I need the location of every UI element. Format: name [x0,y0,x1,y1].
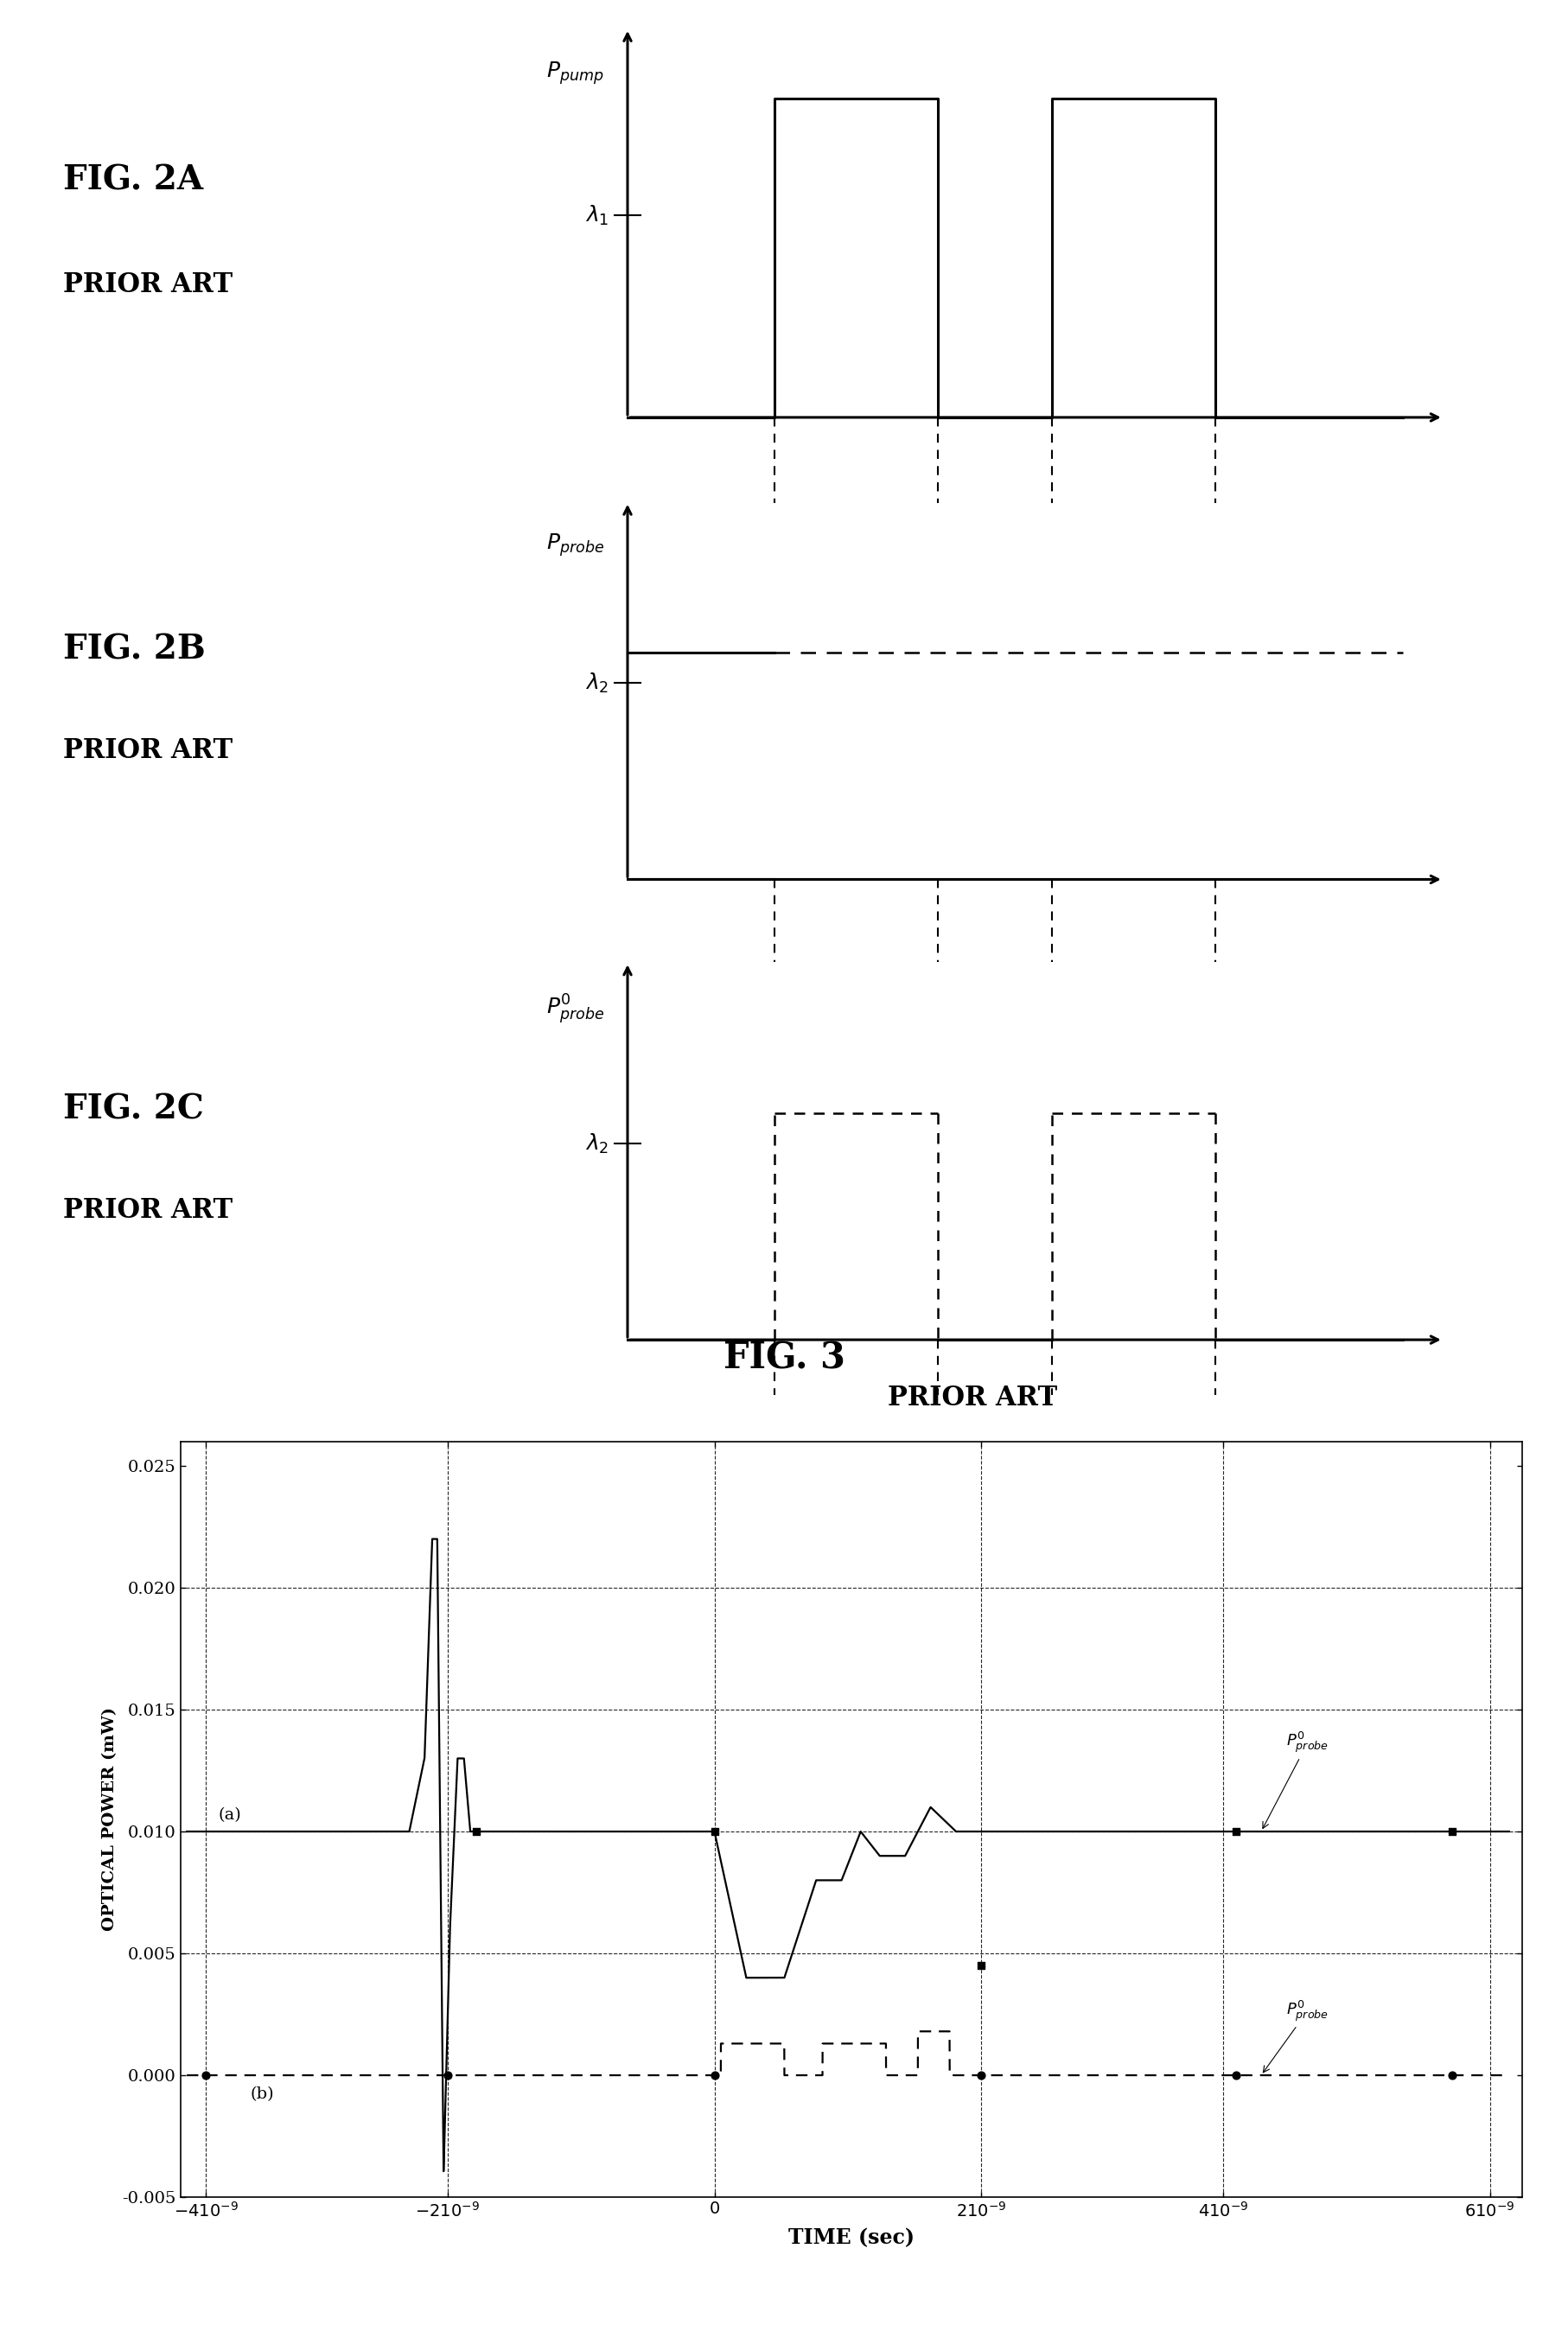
Point [1438,2058,1463,2095]
Point [1438,1814,1463,1851]
Text: PRIOR ART: PRIOR ART [887,1383,1057,1411]
Text: $\lambda_1$: $\lambda_1$ [585,202,608,228]
Point [969,2058,994,2095]
Point [701,2058,726,2095]
Text: $\lambda_2$: $\lambda_2$ [585,672,608,695]
Text: FIG. 2A: FIG. 2A [63,163,202,198]
Text: $P^0_{probe}$: $P^0_{probe}$ [1262,2000,1328,2072]
Text: PRIOR ART: PRIOR ART [63,1197,232,1225]
Point [193,2058,218,2095]
Text: (b): (b) [251,2086,274,2102]
X-axis label: TIME (sec): TIME (sec) [787,2227,914,2248]
Text: FIG. 2B: FIG. 2B [63,632,205,665]
Text: FIG. 3: FIG. 3 [723,1339,845,1376]
Point [701,1814,726,1851]
Text: $P_{pump}$: $P_{pump}$ [546,60,604,86]
Y-axis label: OPTICAL POWER (mW): OPTICAL POWER (mW) [102,1707,118,1932]
Text: $P^0_{probe}$: $P^0_{probe}$ [1262,1730,1328,1827]
Point [969,1946,994,1983]
Text: $\lambda_2$: $\lambda_2$ [585,1132,608,1156]
Point [1223,2058,1248,2095]
Text: $P^0_{probe}$: $P^0_{probe}$ [546,993,604,1025]
Text: $P_{probe}$: $P_{probe}$ [546,532,604,558]
Point [1223,1814,1248,1851]
Point [464,1814,489,1851]
Text: (a): (a) [218,1807,241,1823]
Point [434,2058,459,2095]
Text: FIG. 2C: FIG. 2C [63,1093,204,1125]
Text: PRIOR ART: PRIOR ART [63,272,232,298]
Text: PRIOR ART: PRIOR ART [63,737,232,765]
